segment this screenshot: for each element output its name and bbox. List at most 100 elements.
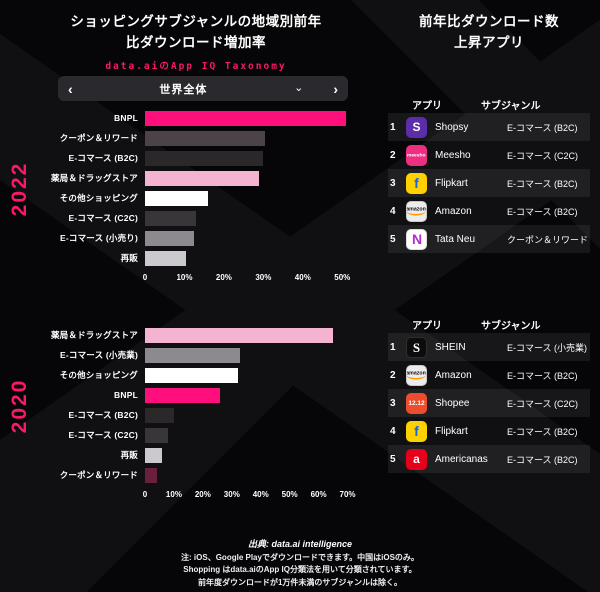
app-table-2020: アプリ サブジャンル 1 S SHEIN E-コマース (小売業) 2 amazon Ama… bbox=[388, 315, 590, 473]
subgenre-label: E-コマース (B2C) bbox=[507, 122, 578, 133]
bar bbox=[145, 250, 187, 266]
left-chart-title: ショッピングサブジャンルの地域別前年 比ダウンロード増加率 bbox=[24, 12, 368, 54]
prev-region-arrow-icon[interactable]: ‹ bbox=[68, 80, 73, 97]
left-title-line2: 比ダウンロード増加率 bbox=[126, 34, 266, 50]
bar-track bbox=[145, 387, 362, 403]
right-title-line1: 前年比ダウンロード数 bbox=[419, 14, 559, 29]
bar-track bbox=[145, 367, 362, 383]
app-rank-row: 4 amazon Amazon E-コマース (B2C) bbox=[388, 197, 590, 225]
col-header-app: アプリ bbox=[412, 100, 442, 112]
region-selector[interactable]: ‹ 世界全体 ⌄ › bbox=[58, 76, 348, 101]
bar-label: 薬局＆ドラッグストア bbox=[50, 173, 138, 183]
right-table-title: 前年比ダウンロード数 上昇アプリ bbox=[388, 12, 590, 54]
rank-number: 5 bbox=[390, 453, 396, 465]
bar-track bbox=[145, 327, 362, 343]
footer-note-1: 注: iOS、Google Playでダウンロードできます。中国はiOSのみ。 bbox=[181, 552, 419, 562]
region-selector-value[interactable]: 世界全体 bbox=[159, 83, 208, 96]
app-name: Shopee bbox=[435, 397, 470, 409]
meesho-app-icon: meesho bbox=[406, 144, 427, 166]
app-table-2022: アプリ サブジャンル 1 S Shopsy E-コマース (B2C) 2 meesho Me… bbox=[388, 95, 590, 253]
bar bbox=[145, 210, 197, 226]
footer-note-3: 前年度ダウンロードが1万件未満のサブジャンルは除く。 bbox=[197, 577, 403, 587]
axis-tick-label: 0 bbox=[142, 490, 148, 499]
bar-track bbox=[145, 130, 362, 146]
rank-number: 2 bbox=[390, 369, 396, 381]
bar-track bbox=[145, 110, 362, 126]
axis-tick-label: 50% bbox=[334, 273, 351, 282]
subgenre-label: E-コマース (B2C) bbox=[507, 178, 578, 189]
rank-number: 2 bbox=[390, 149, 396, 161]
tataneu-app-icon: N bbox=[406, 228, 427, 250]
app-rank-row: 2 meesho Meesho E-コマース (C2C) bbox=[388, 141, 590, 169]
rank-number: 5 bbox=[390, 233, 396, 245]
amazon-app-icon: amazon bbox=[406, 200, 427, 222]
bar-label: E-コマース (小売業) bbox=[60, 350, 138, 360]
americanas-app-icon: a bbox=[406, 448, 427, 470]
bar-track bbox=[145, 427, 362, 443]
x-axis-2020: 0 10% 20% 30% 40% 50% 60% 70% bbox=[142, 490, 362, 502]
bar-row: E-コマース (C2C) bbox=[10, 208, 362, 228]
amazon-app-icon: amazon bbox=[406, 364, 427, 386]
bar-label: E-コマース (B2C) bbox=[68, 410, 138, 420]
subgenre-label: E-コマース (B2C) bbox=[507, 206, 578, 217]
bar-label: クーポン＆リワード bbox=[59, 133, 138, 143]
rank-number: 4 bbox=[390, 205, 396, 217]
chart-2022: 2022 BNPL クーポン＆リワード E-コマース (B2C) 薬局＆ドラッグストア… bbox=[8, 108, 362, 285]
bar-label: E-コマース (B2C) bbox=[68, 153, 138, 163]
year-label-2020: 2020 bbox=[8, 378, 31, 434]
bar-label: その他ショッピング bbox=[59, 193, 138, 203]
bar-track bbox=[145, 190, 362, 206]
bar-row: BNPL bbox=[10, 385, 362, 405]
taxonomy-subtitle: data.aiのApp IQ Taxonomy bbox=[105, 61, 287, 72]
bar-label: BNPL bbox=[114, 113, 138, 123]
bar-track bbox=[145, 447, 362, 463]
subgenre-label: E-コマース (B2C) bbox=[507, 426, 578, 437]
bar bbox=[145, 427, 169, 443]
app-rank-row: 3 12.12 Shopee E-コマース (C2C) bbox=[388, 389, 590, 417]
bar bbox=[145, 467, 157, 483]
bar bbox=[145, 150, 264, 166]
left-title-line1: ショッピングサブジャンルの地域別前年 bbox=[70, 14, 322, 29]
app-rank-row: 2 amazon Amazon E-コマース (B2C) bbox=[388, 361, 590, 389]
table-body: 1 S SHEIN E-コマース (小売業) 2 amazon Amazon E-コマース (… bbox=[388, 333, 590, 473]
axis-tick-label: 30% bbox=[223, 490, 240, 499]
bar-track bbox=[145, 250, 362, 266]
flipkart-app-icon: f bbox=[406, 420, 427, 442]
bar-row: E-コマース (小売業) bbox=[10, 345, 362, 365]
app-name: Flipkart bbox=[435, 177, 468, 189]
flipkart-app-icon: f bbox=[406, 172, 427, 194]
axis-tick-label: 20% bbox=[194, 490, 211, 499]
bar-row: その他ショッピング bbox=[10, 365, 362, 385]
bar-track bbox=[145, 210, 362, 226]
axis-tick-label: 40% bbox=[294, 273, 311, 282]
year-label-2022: 2022 bbox=[8, 161, 31, 217]
bar-rows-2020: 薬局＆ドラッグストア E-コマース (小売業) その他ショッピング BNPL E-コマー… bbox=[10, 325, 362, 485]
app-name: Flipkart bbox=[435, 425, 468, 437]
axis-tick-label: 20% bbox=[215, 273, 232, 282]
bar-label: BNPL bbox=[114, 390, 138, 400]
footer-note-2: Shopping はdata.aiのApp IQ分類法を用いて分類されています。 bbox=[183, 565, 417, 575]
bar bbox=[145, 327, 334, 343]
rank-number: 1 bbox=[390, 341, 396, 353]
col-header-subgenre: サブジャンル bbox=[481, 100, 541, 112]
bar-row: E-コマース (B2C) bbox=[10, 405, 362, 425]
footer: 出典: data.ai intelligence 注: iOS、Google P… bbox=[0, 538, 600, 589]
bar-row: 再販 bbox=[10, 248, 362, 268]
next-region-arrow-icon[interactable]: › bbox=[333, 80, 338, 97]
app-name: SHEIN bbox=[435, 341, 466, 353]
shopee-app-icon: 12.12 bbox=[406, 392, 427, 414]
bar-track bbox=[145, 150, 362, 166]
rank-number: 3 bbox=[390, 177, 396, 189]
bar bbox=[145, 387, 221, 403]
bar bbox=[145, 447, 163, 463]
app-name: Tata Neu bbox=[435, 233, 476, 245]
table-body: 1 S Shopsy E-コマース (B2C) 2 meesho Meesho E-コマース … bbox=[388, 113, 590, 253]
bar-label: 再販 bbox=[120, 253, 138, 263]
bar-track bbox=[145, 230, 362, 246]
app-name: Amazon bbox=[435, 205, 472, 217]
right-title-line2: 上昇アプリ bbox=[454, 34, 524, 50]
chevron-down-icon[interactable]: ⌄ bbox=[294, 81, 304, 94]
bar bbox=[145, 407, 174, 423]
axis-tick-label: 30% bbox=[255, 273, 272, 282]
